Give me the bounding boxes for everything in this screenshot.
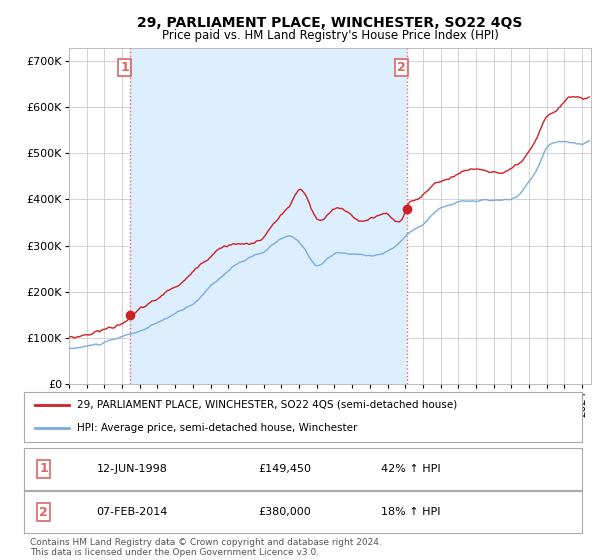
Text: 2: 2 bbox=[39, 506, 48, 519]
Text: 2: 2 bbox=[397, 61, 406, 74]
Text: HPI: Average price, semi-detached house, Winchester: HPI: Average price, semi-detached house,… bbox=[77, 423, 358, 433]
Text: 18% ↑ HPI: 18% ↑ HPI bbox=[381, 507, 440, 517]
Text: 1: 1 bbox=[121, 61, 129, 74]
Text: 42% ↑ HPI: 42% ↑ HPI bbox=[381, 464, 441, 474]
Text: Contains HM Land Registry data © Crown copyright and database right 2024.
This d: Contains HM Land Registry data © Crown c… bbox=[30, 538, 382, 557]
Text: 29, PARLIAMENT PLACE, WINCHESTER, SO22 4QS (semi-detached house): 29, PARLIAMENT PLACE, WINCHESTER, SO22 4… bbox=[77, 400, 457, 409]
Text: £149,450: £149,450 bbox=[259, 464, 311, 474]
Text: 29, PARLIAMENT PLACE, WINCHESTER, SO22 4QS: 29, PARLIAMENT PLACE, WINCHESTER, SO22 4… bbox=[137, 16, 523, 30]
Text: Price paid vs. HM Land Registry's House Price Index (HPI): Price paid vs. HM Land Registry's House … bbox=[161, 29, 499, 42]
Bar bbox=[130, 48, 407, 384]
Text: 12-JUN-1998: 12-JUN-1998 bbox=[97, 464, 167, 474]
Text: 07-FEB-2014: 07-FEB-2014 bbox=[97, 507, 168, 517]
Text: 1: 1 bbox=[39, 463, 48, 475]
Text: £380,000: £380,000 bbox=[259, 507, 311, 517]
